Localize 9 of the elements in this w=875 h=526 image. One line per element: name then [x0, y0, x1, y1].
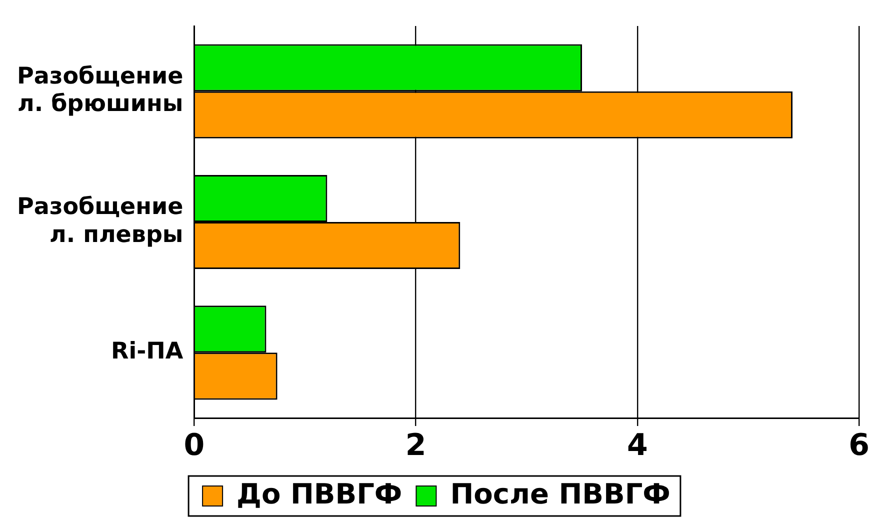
y-tick-label: Разобщение л. брюшины	[17, 64, 184, 118]
y-tick-label: Разобщение л. плевры	[17, 194, 184, 248]
x-tick-label: 0	[184, 428, 205, 463]
x-tick-label: 6	[848, 428, 870, 463]
legend-label: После ПВВГФ	[450, 477, 670, 510]
legend-label: До ПВВГФ	[236, 477, 402, 510]
x-tick-label: 4	[626, 428, 648, 463]
y-tick-label: Ri-ПА	[111, 338, 184, 365]
x-tick-label: 2	[405, 428, 426, 463]
